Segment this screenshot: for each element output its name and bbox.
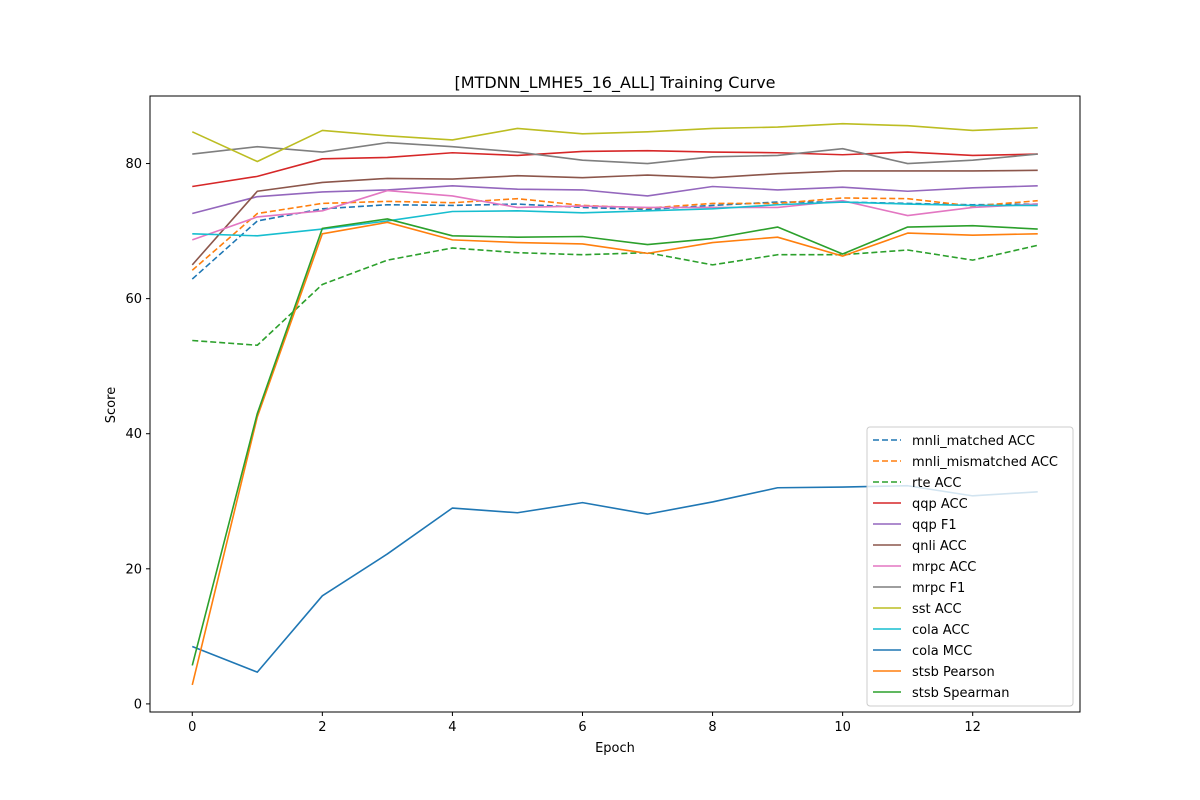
legend-label: qnli ACC xyxy=(912,539,967,554)
legend-label: mrpc F1 xyxy=(912,581,965,596)
x-tick-label: 0 xyxy=(188,720,196,735)
series-line-mrpc-acc xyxy=(192,189,1038,241)
y-tick-label: 20 xyxy=(125,562,142,577)
legend-box xyxy=(866,426,1074,707)
plot-frame xyxy=(149,95,1081,713)
series-line-qqp-f1 xyxy=(192,185,1038,215)
legend-label: sst ACC xyxy=(912,602,962,617)
legend: mnli_matched ACC mnli_mismatched ACC rte A… xyxy=(866,426,1074,707)
x-tick-label: 2 xyxy=(318,720,326,735)
x-tick-label: 4 xyxy=(448,720,456,735)
legend-label: qqp F1 xyxy=(912,518,957,533)
series-line-rte-acc xyxy=(192,244,1038,347)
legend-label: stsb Pearson xyxy=(912,665,995,680)
series-line-qqp-acc xyxy=(192,149,1038,188)
legend-label: rte ACC xyxy=(912,476,961,491)
series-line-sst-acc xyxy=(191,122,1038,163)
x-tick-label: 6 xyxy=(578,720,586,735)
legend-label: mnli_mismatched ACC xyxy=(912,455,1058,470)
x-tick-label: 8 xyxy=(708,720,716,735)
series-line-stsb-spearman xyxy=(191,218,1038,666)
series-line-qnli-acc xyxy=(191,169,1038,266)
legend-label: stsb Spearman xyxy=(912,686,1009,701)
legend-label: cola ACC xyxy=(912,623,970,638)
series-line-stsb-pearson xyxy=(191,221,1038,686)
y-axis-label: Score xyxy=(104,387,119,423)
x-axis-label: Epoch xyxy=(595,741,635,756)
legend-label: mnli_matched ACC xyxy=(912,434,1035,449)
y-tick-label: 80 xyxy=(125,157,142,172)
x-axis: 0 2 4 6 8 10 12 xyxy=(188,712,981,735)
y-tick-label: 60 xyxy=(125,292,142,307)
y-tick-label: 40 xyxy=(125,427,142,442)
legend-label: mrpc ACC xyxy=(912,560,976,575)
y-axis: 0 20 40 60 80 xyxy=(125,157,150,712)
x-tick-label: 10 xyxy=(834,720,851,735)
y-tick-label: 0 xyxy=(134,697,142,712)
chart-title: [MTDNN_LMHE5_16_ALL] Training Curve xyxy=(455,73,776,93)
series-line-mrpc-f1 xyxy=(192,141,1038,165)
series-line-cola-acc xyxy=(192,201,1038,237)
legend-label: cola MCC xyxy=(912,644,972,659)
x-tick-label: 12 xyxy=(964,720,981,735)
legend-label: qqp ACC xyxy=(912,497,968,512)
